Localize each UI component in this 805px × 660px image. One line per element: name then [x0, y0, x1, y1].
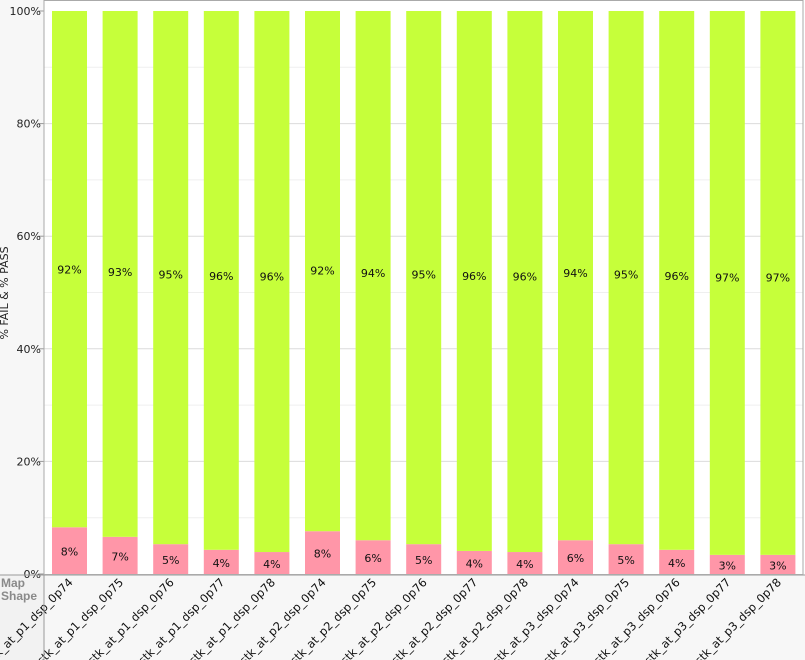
bar-fail [507, 552, 543, 574]
bar-pass [203, 11, 239, 550]
bar-fail [254, 552, 290, 574]
bar-pass [305, 11, 340, 532]
y-axis-label: % FAIL & % PASS [0, 246, 11, 339]
bar-pass [102, 11, 138, 537]
bar-pass [52, 11, 87, 528]
data-label-pass: 96% [513, 271, 537, 284]
bar-pass [456, 11, 492, 551]
bar-fail [355, 540, 391, 574]
data-label-pass: 94% [563, 267, 587, 280]
data-label-pass: 96% [260, 271, 284, 284]
bar-pass [608, 11, 644, 545]
bar-pass [760, 11, 796, 555]
data-label-pass: 96% [462, 270, 486, 283]
bar-fail [456, 550, 492, 574]
data-label-fail: 6% [364, 552, 381, 565]
data-label-pass: 94% [361, 267, 385, 280]
plot-frame [43, 0, 804, 575]
data-label-pass: 96% [664, 270, 688, 283]
bar-pass [153, 11, 189, 545]
bar-pass [709, 11, 745, 555]
data-label-pass: 97% [715, 271, 739, 284]
bar-fail [153, 544, 189, 574]
data-label-fail: 3% [719, 559, 736, 572]
data-label-fail: 8% [314, 548, 331, 561]
data-label-fail: 6% [567, 552, 584, 565]
bar-fail [659, 549, 695, 574]
y-tick-label: 60% [17, 230, 41, 243]
data-label-fail: 5% [162, 554, 179, 567]
bar-pass [355, 11, 391, 541]
data-label-fail: 5% [617, 554, 634, 567]
x-group-label: Map Shape [1, 576, 37, 603]
bar-fail [760, 554, 796, 574]
data-label-pass: 95% [614, 268, 638, 281]
data-label-fail: 4% [213, 557, 230, 570]
data-label-pass: 95% [411, 268, 435, 281]
data-label-fail: 7% [111, 550, 128, 563]
data-label-pass: 95% [158, 268, 182, 281]
bar-pass [406, 11, 442, 545]
y-tick-label: 80% [17, 118, 41, 131]
data-label-pass: 92% [310, 265, 334, 278]
data-label-fail: 4% [263, 558, 280, 571]
bar-fail [608, 544, 644, 574]
data-label-pass: 93% [108, 266, 132, 279]
bar-pass [659, 11, 695, 550]
bar-fail [203, 549, 239, 574]
y-tick-label: 40% [17, 343, 41, 356]
data-label-pass: 96% [209, 270, 233, 283]
data-label-fail: 4% [516, 558, 533, 571]
data-label-pass: 92% [57, 264, 81, 277]
y-tick-label: 100% [10, 5, 41, 18]
y-tick-label: 20% [17, 455, 41, 468]
data-label-fail: 4% [668, 557, 685, 570]
data-label-fail: 3% [769, 559, 786, 572]
bar-pass [254, 11, 290, 553]
x-group-panel [0, 575, 44, 660]
data-label-fail: 5% [415, 554, 432, 567]
bar-pass [558, 11, 593, 541]
bar-fail [52, 527, 87, 574]
x-axis-panel [44, 575, 805, 660]
bar-fail [709, 554, 745, 574]
bar-fail [558, 540, 593, 574]
bar-fail [406, 544, 442, 574]
bar-fail [305, 531, 340, 574]
y-axis-panel [0, 0, 44, 660]
bar-fail [102, 536, 138, 574]
data-label-fail: 8% [61, 546, 78, 559]
bar-pass [507, 11, 543, 553]
data-label-fail: 4% [466, 557, 483, 570]
data-label-pass: 97% [766, 271, 790, 284]
